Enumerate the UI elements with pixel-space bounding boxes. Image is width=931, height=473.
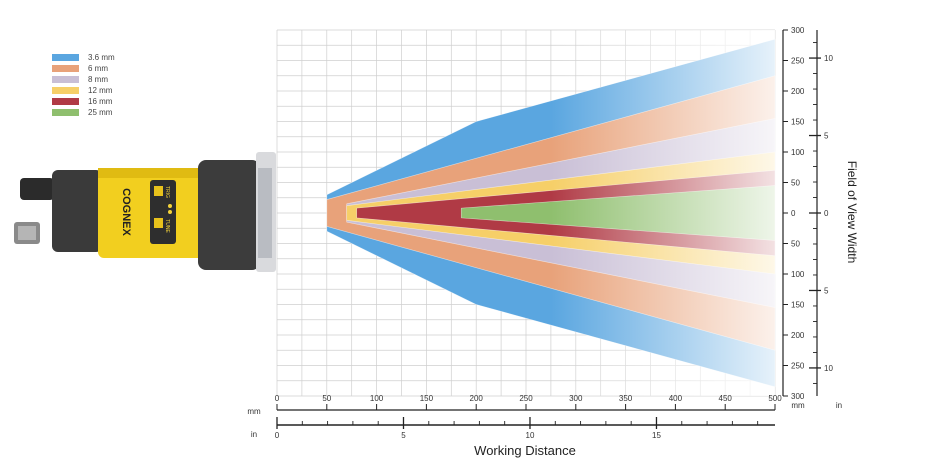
x-axis-title: Working Distance xyxy=(474,443,576,458)
y-tick-label-in: 5 xyxy=(824,286,829,295)
x-tick-label-in: 0 xyxy=(275,431,280,440)
y-tick-label-mm: 200 xyxy=(791,331,805,340)
y-tick-label-in: 10 xyxy=(824,364,833,373)
legend-swatch xyxy=(52,109,79,116)
legend-swatch xyxy=(52,98,79,105)
chart-legend: 3.6 mm 6 mm 8 mm 12 mm 16 mm 25 mm xyxy=(52,52,115,118)
legend-item: 8 mm xyxy=(52,74,115,85)
y-tick-label-mm: 250 xyxy=(791,57,805,66)
x-tick-label-mm: 450 xyxy=(719,394,733,403)
x-tick-label-mm: 250 xyxy=(519,394,533,403)
x-tick-label-mm: 50 xyxy=(322,394,331,403)
y-tick-label-mm: 300 xyxy=(791,26,805,35)
y-unit-mm-right: mm xyxy=(791,401,805,410)
legend-item: 6 mm xyxy=(52,63,115,74)
legend-item: 3.6 mm xyxy=(52,52,115,63)
x-unit-mm-left: mm xyxy=(247,407,261,416)
camera-brand-text: COGNEX xyxy=(120,188,132,236)
legend-label: 8 mm xyxy=(88,75,108,84)
legend-item: 16 mm xyxy=(52,96,115,107)
legend-swatch xyxy=(52,87,79,94)
y-tick-label-mm: 0 xyxy=(791,209,796,218)
y-tick-label-mm: 100 xyxy=(791,148,805,157)
x-tick-label-mm: 0 xyxy=(275,394,280,403)
y-tick-label-mm: 100 xyxy=(791,270,805,279)
camera-tune-label: TUNE xyxy=(164,219,170,233)
y-tick-label-mm: 50 xyxy=(791,240,800,249)
legend-swatch xyxy=(52,65,79,72)
chart-fade-overlay xyxy=(277,30,775,396)
x-tick-label-mm: 300 xyxy=(569,394,583,403)
x-tick-label-in: 15 xyxy=(652,431,661,440)
y-tick-label-mm: 50 xyxy=(791,179,800,188)
legend-label: 16 mm xyxy=(88,97,113,106)
x-unit-in-left: in xyxy=(251,430,257,439)
x-tick-label-mm: 100 xyxy=(370,394,384,403)
y-unit-in-right: in xyxy=(836,401,842,410)
legend-item: 25 mm xyxy=(52,107,115,118)
legend-label: 3.6 mm xyxy=(88,53,115,62)
x-tick-label-in: 5 xyxy=(401,431,406,440)
x-tick-label-mm: 350 xyxy=(619,394,633,403)
camera-image: COGNEX TRIG TUNE xyxy=(14,152,276,272)
y-axis-title: Field of View Width xyxy=(845,161,859,264)
legend-item: 12 mm xyxy=(52,85,115,96)
y-tick-label-mm: 150 xyxy=(791,118,805,127)
y-tick-label-in: 0 xyxy=(824,209,829,218)
legend-label: 6 mm xyxy=(88,64,108,73)
y-tick-label-mm: 300 xyxy=(791,392,805,401)
x-tick-label-in: 10 xyxy=(526,431,535,440)
x-tick-label-mm: 400 xyxy=(669,394,683,403)
legend-swatch xyxy=(52,76,79,83)
y-tick-label-mm: 200 xyxy=(791,87,805,96)
legend-label: 25 mm xyxy=(88,108,113,117)
x-tick-label-mm: 500 xyxy=(768,394,782,403)
x-tick-label-mm: 150 xyxy=(420,394,434,403)
x-tick-label-mm: 200 xyxy=(470,394,484,403)
y-tick-label-in: 10 xyxy=(824,54,833,63)
y-tick-label-in: 5 xyxy=(824,132,829,141)
y-tick-label-mm: 250 xyxy=(791,362,805,371)
legend-swatch xyxy=(52,54,79,61)
legend-label: 12 mm xyxy=(88,86,113,95)
camera-trig-label: TRIG xyxy=(164,186,170,198)
y-tick-label-mm: 150 xyxy=(791,301,805,310)
